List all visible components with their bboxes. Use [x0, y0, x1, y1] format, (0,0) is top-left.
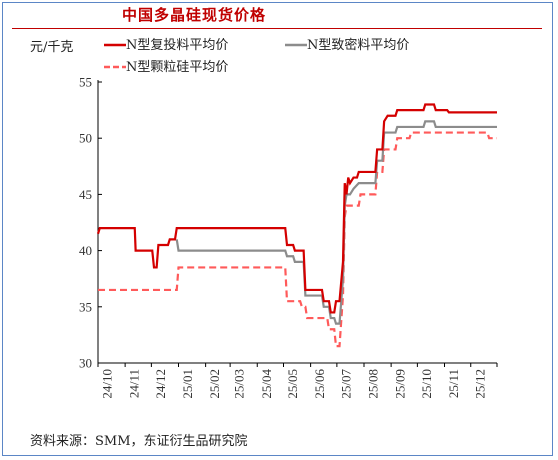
- y-tick-label: 40: [79, 243, 92, 258]
- x-tick-label: 25/10: [419, 369, 434, 399]
- x-tick-label: 25/08: [366, 369, 381, 399]
- y-tick-label: 50: [79, 131, 92, 146]
- x-tick-label: 25/12: [472, 369, 487, 399]
- x-tick-label: 24/12: [153, 369, 168, 399]
- y-tick-label: 45: [79, 187, 92, 202]
- y-tick-label: 30: [79, 356, 92, 371]
- title-underline: [12, 28, 542, 29]
- x-tick-label: 24/11: [127, 369, 142, 398]
- legend-label-2: N型致密料平均价: [307, 37, 409, 53]
- y-tick-label: 35: [79, 299, 92, 314]
- x-tick-label: 25/06: [312, 369, 327, 399]
- page-title: 中国多晶硅现货价格: [122, 6, 267, 24]
- y-tick-label: 55: [79, 75, 92, 90]
- chart-axes: 30 35 40 45 50 55 24/10 24/11 24/12 25/01 25/02 25/…: [79, 75, 498, 399]
- y-axis-unit-label: 元/千克: [30, 40, 74, 55]
- x-tick-label: 25/03: [232, 369, 247, 399]
- chart-series-layer: [96, 103, 497, 348]
- x-tick-label: 25/04: [259, 369, 274, 399]
- legend-label-1: N型复投料平均价: [126, 37, 228, 53]
- x-tick-label: 25/09: [393, 369, 408, 399]
- chart-legend: N型复投料平均价 N型致密料平均价 N型颗粒硅平均价: [104, 37, 409, 75]
- x-tick-label: 25/01: [180, 369, 195, 399]
- legend-label-3: N型颗粒硅平均价: [126, 60, 228, 75]
- x-tick-label: 25/02: [207, 369, 222, 399]
- series-line-2: [175, 120, 497, 325]
- x-tick-label: 24/10: [100, 369, 115, 399]
- series-line-3: [98, 131, 497, 348]
- series-line-1: [96, 103, 497, 314]
- x-tick-label: 25/05: [285, 369, 300, 399]
- x-tick-label: 25/07: [338, 369, 353, 399]
- x-tick-label: 25/11: [446, 369, 461, 398]
- source-note: 资料来源：SMM，东证衍生品研究院: [30, 434, 248, 449]
